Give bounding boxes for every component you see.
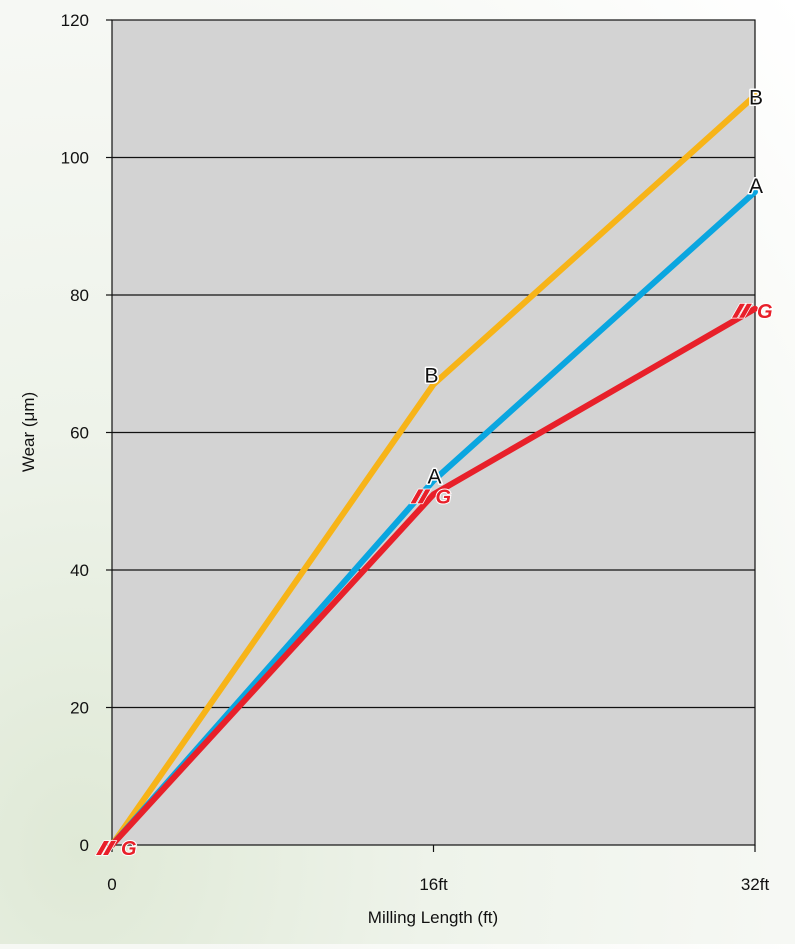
y-tick-label-60: 60 <box>70 424 89 443</box>
logo-letter: G <box>757 301 773 323</box>
x-tick-label-1: 16ft <box>419 875 448 894</box>
label-a-end: A <box>749 175 763 198</box>
y-tick-label-120: 120 <box>61 11 89 30</box>
label-a-mid: A <box>427 466 441 489</box>
x-axis-label: Milling Length (ft) <box>368 908 498 927</box>
y-tick-label-100: 100 <box>61 149 89 168</box>
logo-letter: G <box>436 486 452 508</box>
label-b-mid: B <box>424 364 438 387</box>
yg-logo-start: G <box>96 838 137 860</box>
logo-letter: G <box>121 838 137 860</box>
label-b-end: B <box>749 87 763 110</box>
x-tick-label-0: 0 <box>107 875 116 894</box>
y-tick-label-20: 20 <box>70 699 89 718</box>
y-tick-label-80: 80 <box>70 286 89 305</box>
y-tick-label-40: 40 <box>70 561 89 580</box>
y-tick-label-0: 0 <box>80 836 89 855</box>
x-tick-label-2: 32ft <box>741 875 770 894</box>
y-axis-label: Wear (μm) <box>19 392 38 472</box>
